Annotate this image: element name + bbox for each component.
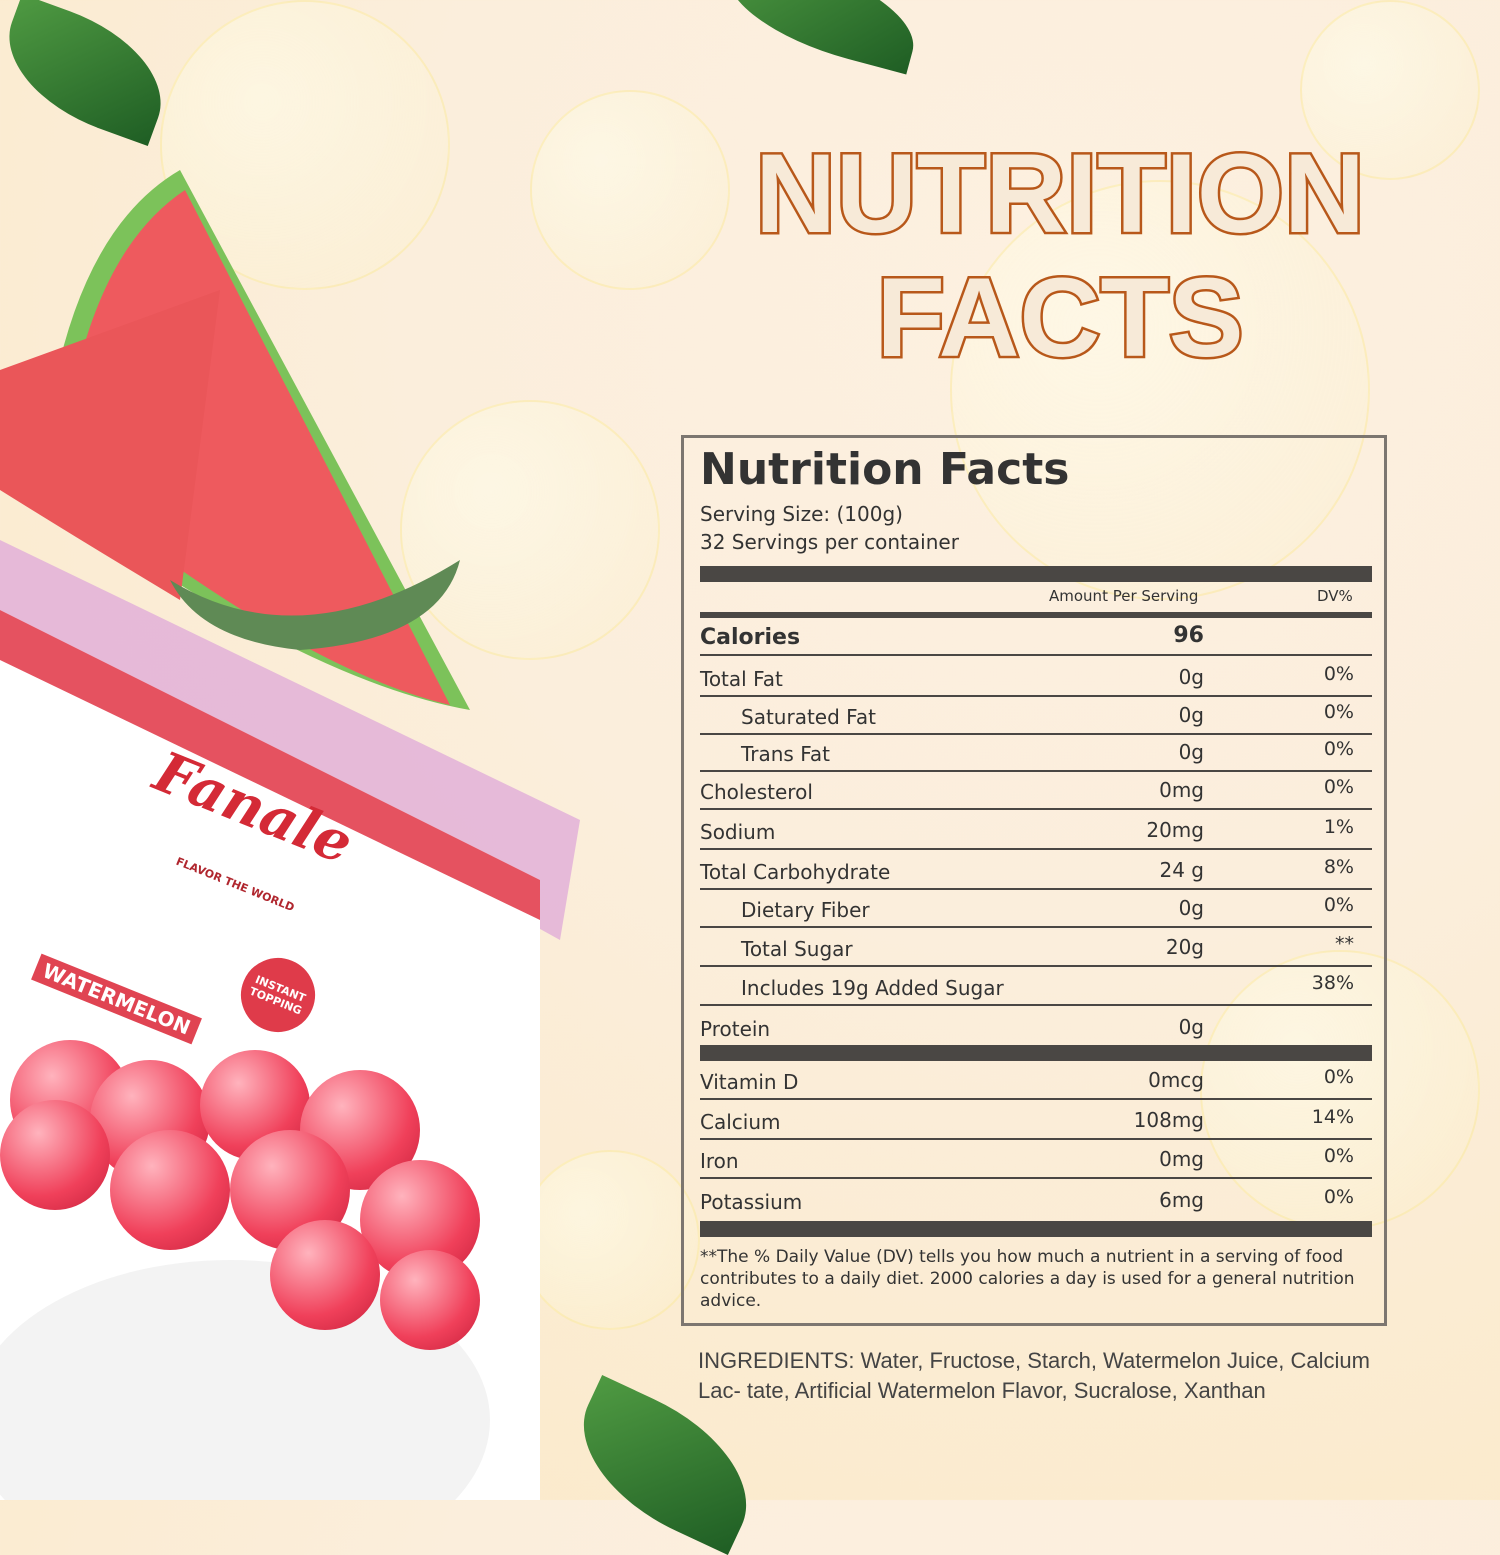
pearl (380, 1250, 480, 1350)
bowl (0, 1260, 490, 1500)
nutrient-row: Trans Fat 0g 0% (700, 734, 1372, 772)
divider-medium (700, 612, 1372, 618)
nutrient-name: Calories (700, 625, 801, 650)
bubble-decoration (400, 400, 660, 660)
nutrient-amount: 20mg (1146, 818, 1204, 842)
pearl (0, 1100, 110, 1210)
nutrient-row: Vitamin D 0mcg 0% (700, 1062, 1372, 1100)
nutrition-facts-label: Nutrition Facts Serving Size: (100g) 32 … (681, 435, 1387, 1326)
nutrient-row: Total Carbohydrate 24 g 8% (700, 852, 1372, 890)
nutrient-amount: 0g (1178, 665, 1204, 689)
nutrient-row: Calories 96 (700, 618, 1372, 656)
bubble-decoration (1300, 0, 1480, 180)
nutrient-name: Cholesterol (700, 780, 813, 804)
nutrient-name: Vitamin D (700, 1070, 799, 1094)
headline-nutrition: NUTRITION (753, 131, 1368, 256)
nutrient-name: Total Carbohydrate (700, 860, 891, 884)
divider-thick (700, 566, 1372, 582)
nutrient-dv: 0% (1323, 1066, 1354, 1088)
nutrient-amount: 96 (1173, 623, 1204, 648)
nutrient-dv: 1% (1323, 816, 1354, 838)
nutrient-amount: 0mg (1159, 1147, 1204, 1171)
ingredients: INGREDIENTS: Water, Fructose, Starch, Wa… (698, 1348, 1370, 1403)
nutrient-row: Cholesterol 0mg 0% (700, 772, 1372, 810)
nutrient-row: Potassium 6mg 0% (700, 1180, 1372, 1218)
divider-thick (700, 1045, 1372, 1061)
nutrient-name: Calcium (700, 1110, 781, 1134)
servings-per-container: 32 Servings per container (700, 530, 959, 554)
nutrient-amount: 0mg (1159, 778, 1204, 802)
nutrient-name: Protein (700, 1017, 771, 1041)
nutrient-dv: 0% (1323, 663, 1354, 685)
nutrient-dv: 8% (1323, 856, 1354, 878)
bubble-decoration (530, 90, 730, 290)
watermelon-wedge-front (0, 290, 220, 600)
label-title: Nutrition Facts (700, 444, 1070, 495)
headline-facts: FACTS (874, 255, 1246, 380)
dv-header: DV% (1317, 587, 1353, 605)
pearl (270, 1220, 380, 1330)
nutrient-row: Protein 0g (700, 1007, 1372, 1045)
container-pearls-top (0, 610, 540, 920)
nutrient-row: Includes 19g Added Sugar 38% (700, 968, 1372, 1006)
nutrient-dv: 0% (1323, 776, 1354, 798)
amount-header: Amount Per Serving (1049, 587, 1199, 605)
bubble-decoration (950, 180, 1370, 600)
nutrient-amount: 0mcg (1148, 1068, 1204, 1092)
nutrient-name: Iron (700, 1149, 739, 1173)
serving-size: Serving Size: (100g) (700, 502, 903, 526)
nutrient-dv: 0% (1323, 738, 1354, 760)
nutrient-name: Saturated Fat (741, 705, 876, 729)
nutrient-dv: 0% (1323, 894, 1354, 916)
nutrient-name: Potassium (700, 1190, 803, 1214)
nutrient-name: Trans Fat (741, 742, 830, 766)
nutrient-name: Total Fat (700, 667, 783, 691)
leaf-decoration (713, 0, 927, 75)
nutrient-row: Dietary Fiber 0g 0% (700, 890, 1372, 928)
nutrient-amount: 108mg (1133, 1108, 1204, 1132)
nutrient-row: Total Fat 0g 0% (700, 659, 1372, 697)
nutrient-amount: 6mg (1159, 1188, 1204, 1212)
nutrient-amount: 20g (1165, 935, 1204, 959)
pearl (110, 1130, 230, 1250)
leaf-decoration (0, 0, 182, 147)
nutrient-name: Sodium (700, 820, 776, 844)
bubble-decoration (1200, 950, 1480, 1230)
nutrient-amount: 0g (1178, 1015, 1204, 1039)
footnote: **The % Daily Value (DV) tells you how m… (700, 1247, 1355, 1311)
nutrient-amount: 0g (1178, 703, 1204, 727)
nutrient-dv: 0% (1323, 1145, 1354, 1167)
nutrient-dv: 14% (1311, 1106, 1354, 1128)
nutrient-row: Calcium 108mg 14% (700, 1102, 1372, 1140)
nutrient-amount: 0g (1178, 740, 1204, 764)
nutrient-dv: 38% (1311, 972, 1354, 994)
nutrient-amount: 0g (1178, 896, 1204, 920)
nutrient-row: Iron 0mg 0% (700, 1141, 1372, 1179)
nutrient-row: Sodium 20mg 1% (700, 812, 1372, 850)
nutrient-amount: 24 g (1159, 858, 1204, 882)
bubble-decoration (520, 1150, 700, 1330)
nutrient-dv: ** (1335, 933, 1354, 955)
nutrient-name: Dietary Fiber (741, 898, 870, 922)
divider-thick (700, 1221, 1372, 1237)
nutrient-row: Saturated Fat 0g 0% (700, 697, 1372, 735)
watermelon-rind (170, 560, 460, 650)
nutrient-row: Total Sugar 20g ** (700, 929, 1372, 967)
nutrient-name: Total Sugar (741, 937, 853, 961)
nutrient-name: Includes 19g Added Sugar (741, 976, 1004, 1000)
nutrient-dv: 0% (1323, 701, 1354, 723)
nutrient-dv: 0% (1323, 1186, 1354, 1208)
